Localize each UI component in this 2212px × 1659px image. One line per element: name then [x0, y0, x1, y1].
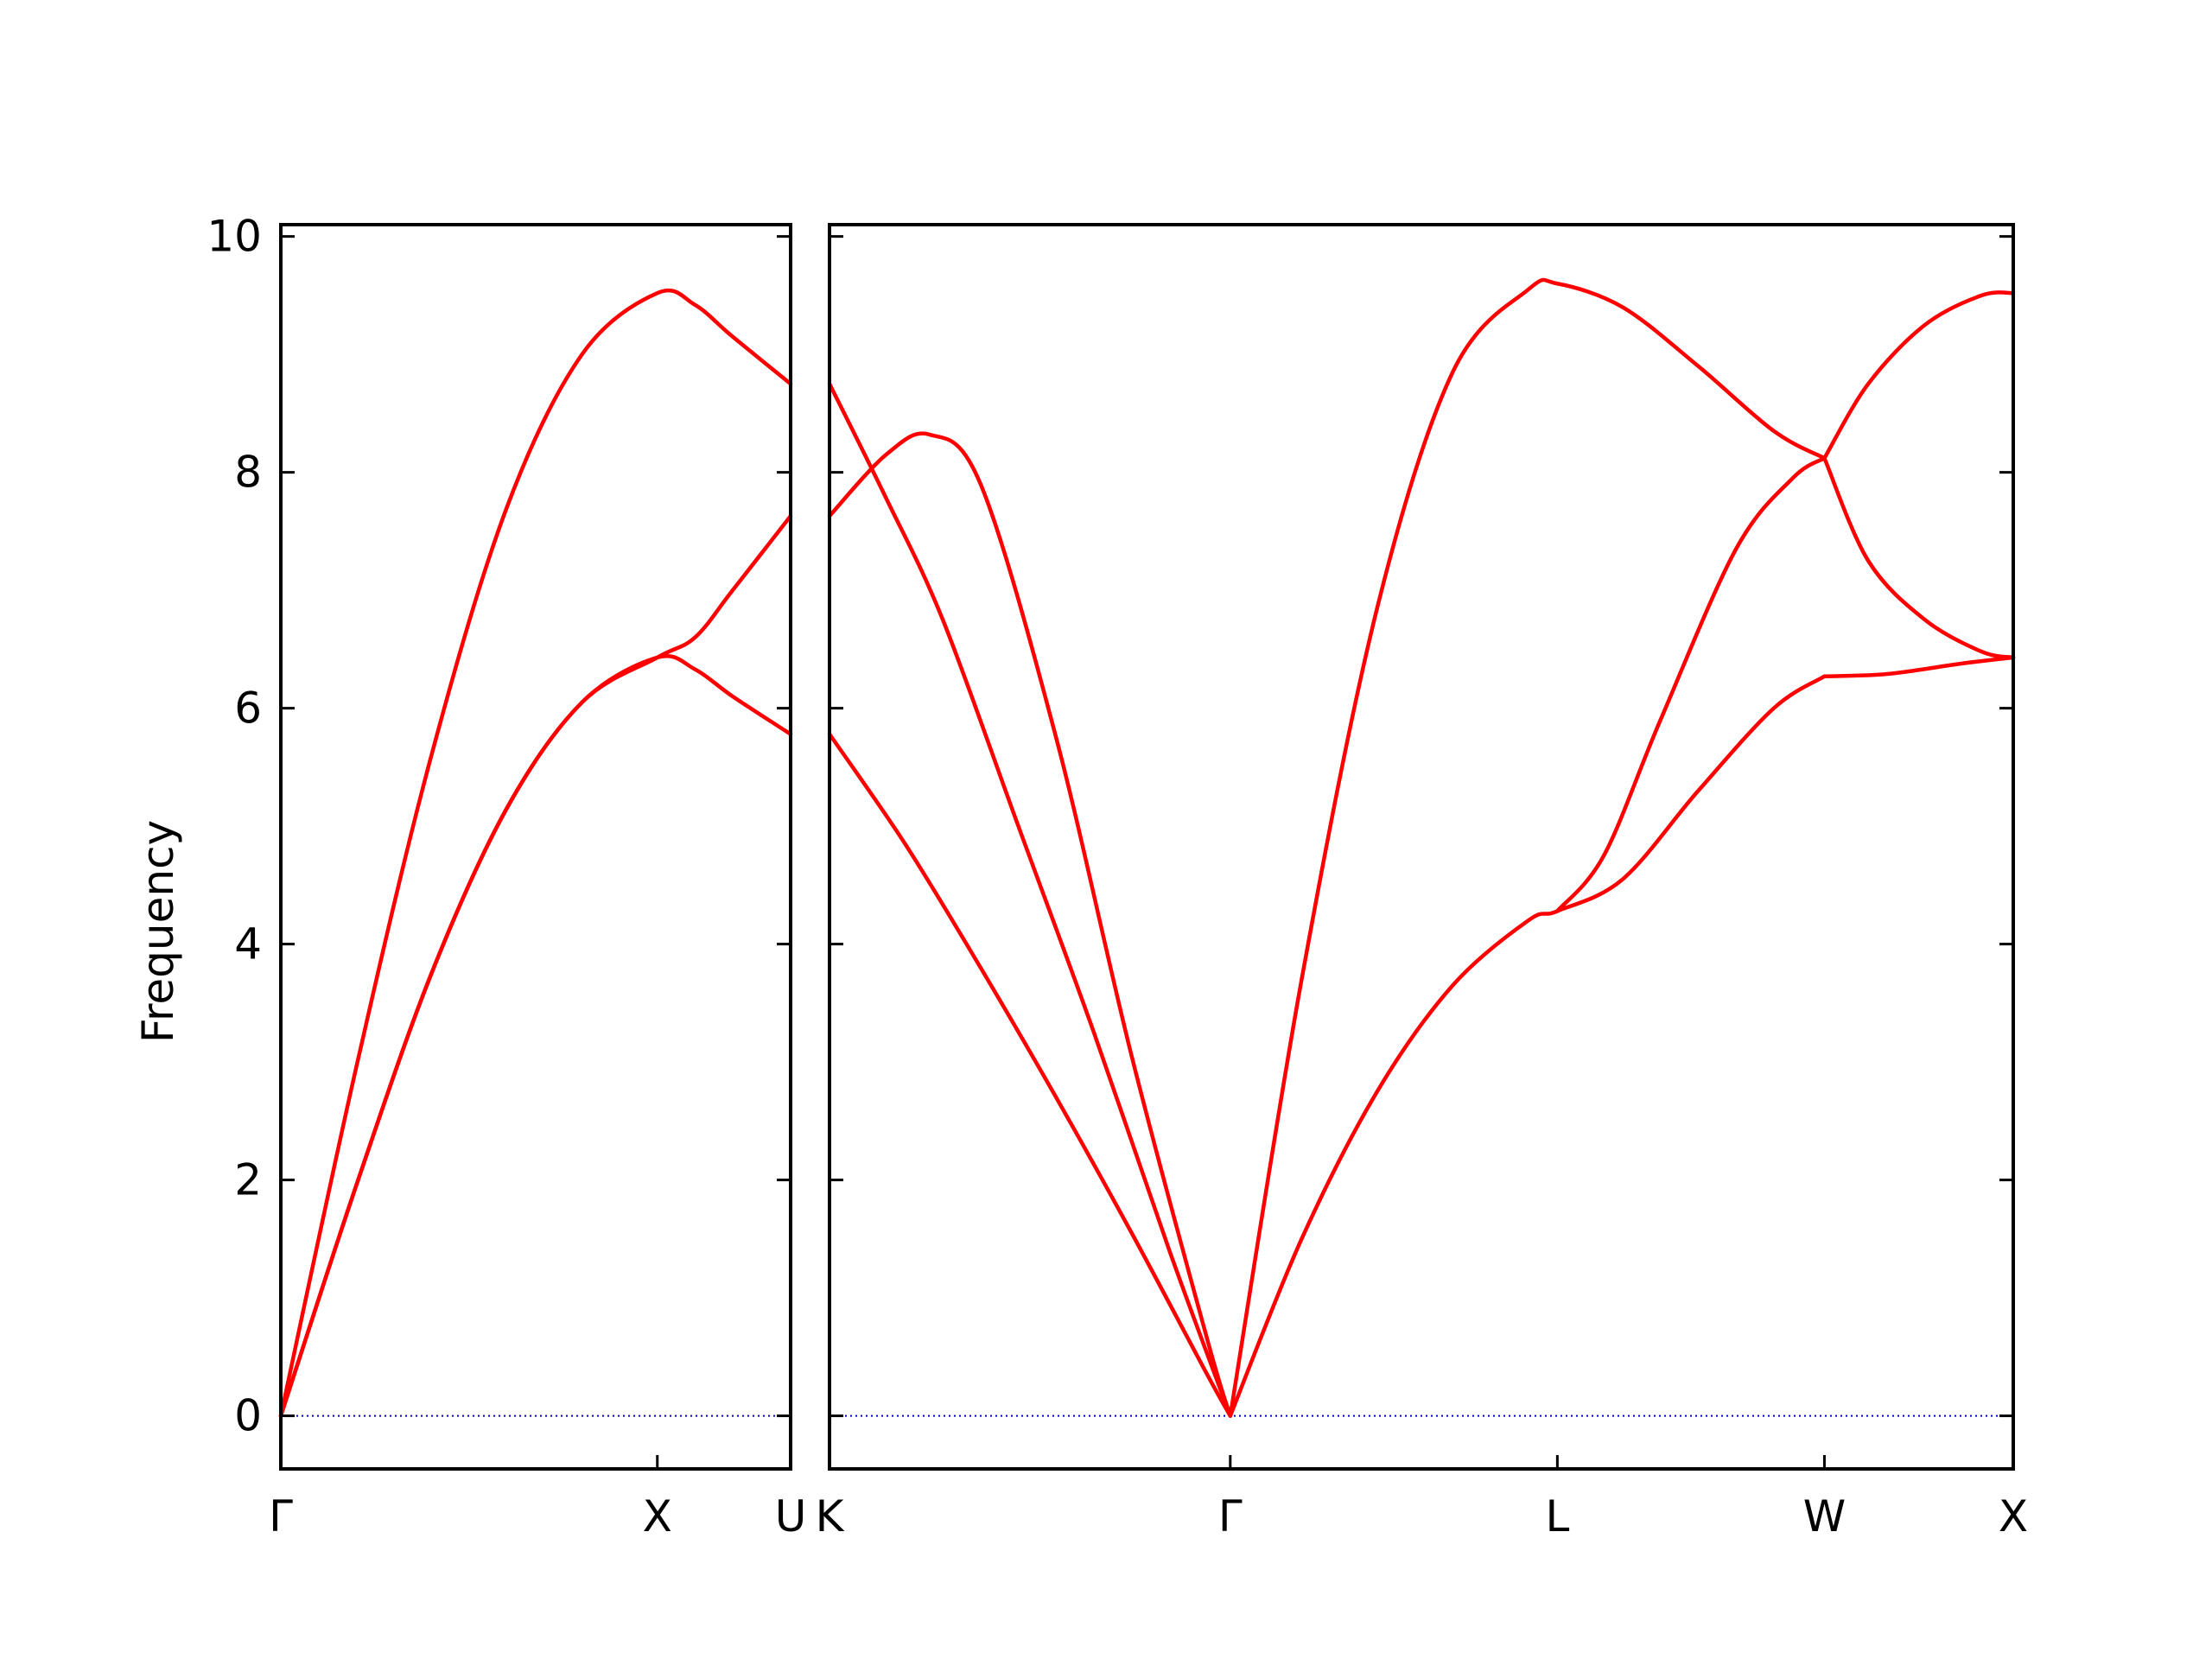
- right-plot-frame: [828, 223, 2015, 1471]
- x-tick-label: Γ: [269, 1491, 293, 1541]
- x-tick-label: U: [775, 1491, 807, 1541]
- right-band-line-3: [827, 732, 1233, 1418]
- right-band-line-5: [1228, 674, 1827, 1418]
- y-axis-label: Frequency: [133, 820, 183, 1043]
- x-tick-label: X: [1999, 1491, 2028, 1541]
- right-ticks: [828, 235, 2015, 1469]
- y-tick-label: 10: [207, 212, 262, 262]
- y-tick-label: 6: [234, 683, 262, 734]
- left-plot-frame: [279, 223, 792, 1471]
- x-tick-label: L: [1545, 1491, 1569, 1541]
- right-band-line-6: [1555, 456, 1827, 913]
- y-tick-label: 4: [234, 919, 262, 969]
- right-band-line-2: [827, 431, 1233, 1418]
- right-band-line-7: [1822, 290, 2016, 461]
- left-band-line-1: [278, 288, 793, 1418]
- x-tick-label: X: [643, 1491, 672, 1541]
- right-band-line-4: [1228, 277, 1827, 1418]
- x-tick-label: W: [1803, 1491, 1846, 1541]
- right-band-line-8: [1822, 456, 2016, 660]
- y-tick-label: 2: [234, 1155, 262, 1205]
- left-panel: 0 2 4 6 8 10 Γ X U: [207, 212, 806, 1541]
- y-tick-label: 8: [234, 448, 262, 498]
- left-band-line-3: [278, 513, 793, 1418]
- left-bands: [278, 288, 793, 1418]
- left-ticks: [279, 235, 792, 1469]
- right-band-line-1: [827, 382, 1233, 1418]
- right-bands: [827, 277, 2016, 1418]
- y-tick-label: 0: [234, 1391, 262, 1441]
- right-band-line-9: [1822, 655, 2016, 679]
- x-tick-label: Γ: [1218, 1491, 1243, 1541]
- x-tick-label: K: [816, 1491, 845, 1541]
- y-tick-labels: 0 2 4 6 8 10: [207, 212, 262, 1441]
